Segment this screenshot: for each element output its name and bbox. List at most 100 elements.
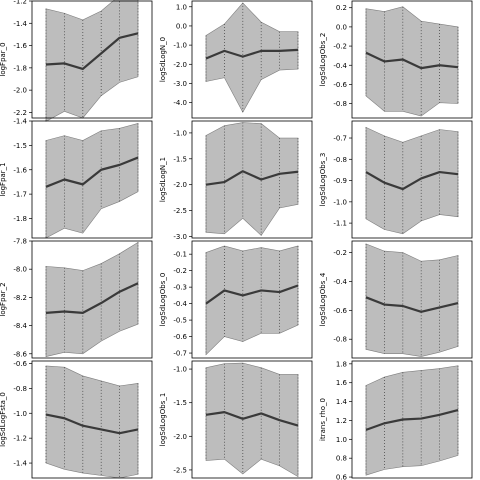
confidence-band	[365, 365, 459, 476]
y-tick-label: -2.0	[13, 87, 27, 95]
y-tick-label: -0.8	[333, 336, 347, 344]
y-tick-label: -0.9	[333, 177, 347, 185]
plot-frame	[191, 360, 313, 479]
y-axis-title: logSdLogObs_4	[319, 272, 327, 326]
y-axis-title: logFpar_0	[0, 42, 7, 76]
y-tick-label: -8.2	[13, 294, 27, 302]
y-axis-title: logSdLogObs_3	[319, 153, 327, 207]
confidence-band	[365, 6, 459, 117]
plot-frame	[31, 360, 153, 479]
chart-panel-5: -0.7 -0.8 -0.9 -1.0 -1.1 logSdLogObs_3	[319, 120, 473, 239]
plot-frame	[351, 120, 473, 239]
y-tick-label: 0.2	[336, 4, 347, 12]
y-tick-label: -2.2	[13, 109, 27, 117]
y-tick-label: -1.7	[13, 191, 27, 199]
y-axis-title: logFpar_1	[0, 162, 7, 196]
y-tick-label: -3.0	[173, 80, 187, 88]
y-tick-label: -1.2	[13, 0, 27, 6]
chart-panel-8: -0.2 -0.4 -0.6 -0.8 logSdLogObs_4	[319, 240, 473, 359]
y-tick-label: 0.0	[176, 22, 187, 30]
y-tick-label: -3.0	[173, 233, 187, 241]
plot-frame	[351, 360, 473, 479]
plot-frame	[31, 0, 153, 119]
y-tick-label: 1.2	[336, 417, 347, 425]
confidence-band	[205, 245, 299, 356]
y-tick-label: -0.2	[333, 249, 347, 257]
chart-panel-4: -1.0 -1.5 -2.0 -2.5 -3.0 logSdLogN_1	[159, 120, 313, 241]
mean-series-line	[365, 408, 459, 431]
confidence-band	[45, 241, 139, 357]
y-tick-label: -8.6	[13, 350, 27, 358]
plot-frame	[351, 240, 473, 359]
confidence-band	[365, 243, 459, 357]
y-tick-label: -1.4	[13, 460, 27, 468]
y-tick-label: -0.3	[173, 284, 187, 292]
mean-series-line	[365, 170, 459, 191]
mean-series-line	[205, 170, 299, 186]
chart-panel-0: -1.2 -1.4 -1.6 -1.8 -2.0 -2.2 logFpar_0	[0, 0, 153, 122]
y-tick-label: -2.0	[173, 61, 187, 69]
y-tick-label: -0.2	[173, 267, 187, 275]
y-tick-label: -4.0	[173, 99, 187, 107]
mean-series-line	[205, 48, 299, 60]
y-tick-label: -0.8	[13, 385, 27, 393]
y-tick-label: -8.0	[13, 266, 27, 274]
y-tick-label: -2.5	[173, 466, 187, 474]
y-axis-title: itrans_rho_0	[319, 398, 327, 441]
y-tick-label: -1.2	[13, 435, 27, 443]
y-tick-label: -8.4	[13, 322, 27, 330]
chart-panel-9: -0.6 -0.8 -1.0 -1.2 -1.4 logSdLogFsta_0	[0, 360, 153, 479]
y-tick-label: -0.7	[333, 135, 347, 143]
mean-series-line	[205, 411, 299, 427]
y-tick-label: -1.0	[173, 42, 187, 50]
y-tick-label: -0.1	[173, 251, 187, 259]
y-axis-title: logFpar_2	[0, 282, 7, 316]
mean-series-line	[205, 284, 299, 305]
y-tick-label: -1.5	[173, 399, 187, 407]
y-tick-label: 0.8	[336, 455, 347, 463]
confidence-band	[205, 2, 299, 113]
y-axis-title: logSdLogFsta_0	[0, 392, 7, 447]
y-tick-label: 1.8	[336, 360, 347, 368]
y-axis-title: logSdLogObs_0	[159, 273, 167, 327]
confidence-band	[205, 362, 299, 478]
mean-series-line	[45, 32, 139, 71]
y-tick-label: -1.5	[173, 155, 187, 163]
chart-panel-7: -0.1 -0.2 -0.3 -0.4 -0.5 -0.6 -0.7 logSdLogObs_…	[159, 240, 313, 359]
y-tick-label: -0.4	[333, 278, 347, 286]
y-tick-label: -1.4	[13, 20, 27, 28]
y-tick-label: -0.8	[333, 156, 347, 164]
y-tick-label: 0.0	[336, 23, 347, 31]
y-tick-label: -7.8	[13, 238, 27, 246]
y-tick-label: -0.5	[173, 317, 187, 325]
y-tick-label: -1.6	[13, 42, 27, 50]
y-tick-label: -0.6	[333, 81, 347, 89]
chart-panel-10: -1.0 -1.5 -2.0 -2.5 logSdLogObs_1	[159, 360, 313, 479]
y-tick-label: 1.4	[336, 398, 348, 406]
plot-frame	[191, 120, 313, 239]
plot-frame	[31, 240, 153, 359]
y-tick-label: 1.6	[336, 379, 348, 387]
y-tick-label: -1.8	[13, 215, 27, 223]
y-tick-label: 1.0	[176, 3, 187, 11]
confidence-band	[45, 365, 139, 479]
y-tick-label: -0.7	[173, 350, 187, 358]
y-tick-label: -2.0	[173, 181, 187, 189]
y-tick-label: -1.6	[13, 166, 27, 174]
y-tick-label: -2.0	[173, 433, 187, 441]
plot-frame	[191, 0, 313, 119]
y-tick-label: -2.5	[173, 207, 187, 215]
chart-panel-6: -7.8 -8.0 -8.2 -8.4 -8.6 logFpar_2	[0, 238, 153, 359]
y-tick-label: -1.0	[173, 129, 187, 137]
y-tick-label: -0.2	[333, 43, 347, 51]
plot-frame	[191, 240, 313, 359]
chart-panel-1: 1.0 0.0 -1.0 -2.0 -3.0 -4.0 logSdLogN_0	[159, 0, 313, 119]
y-tick-label: 1.0	[336, 436, 347, 444]
plot-frame	[31, 120, 153, 239]
y-tick-label: -0.8	[333, 100, 347, 108]
y-tick-label: -1.0	[173, 366, 187, 374]
mean-series-line	[45, 282, 139, 314]
y-tick-label: 0.6	[336, 474, 348, 480]
y-tick-label: -1.1	[333, 220, 347, 228]
